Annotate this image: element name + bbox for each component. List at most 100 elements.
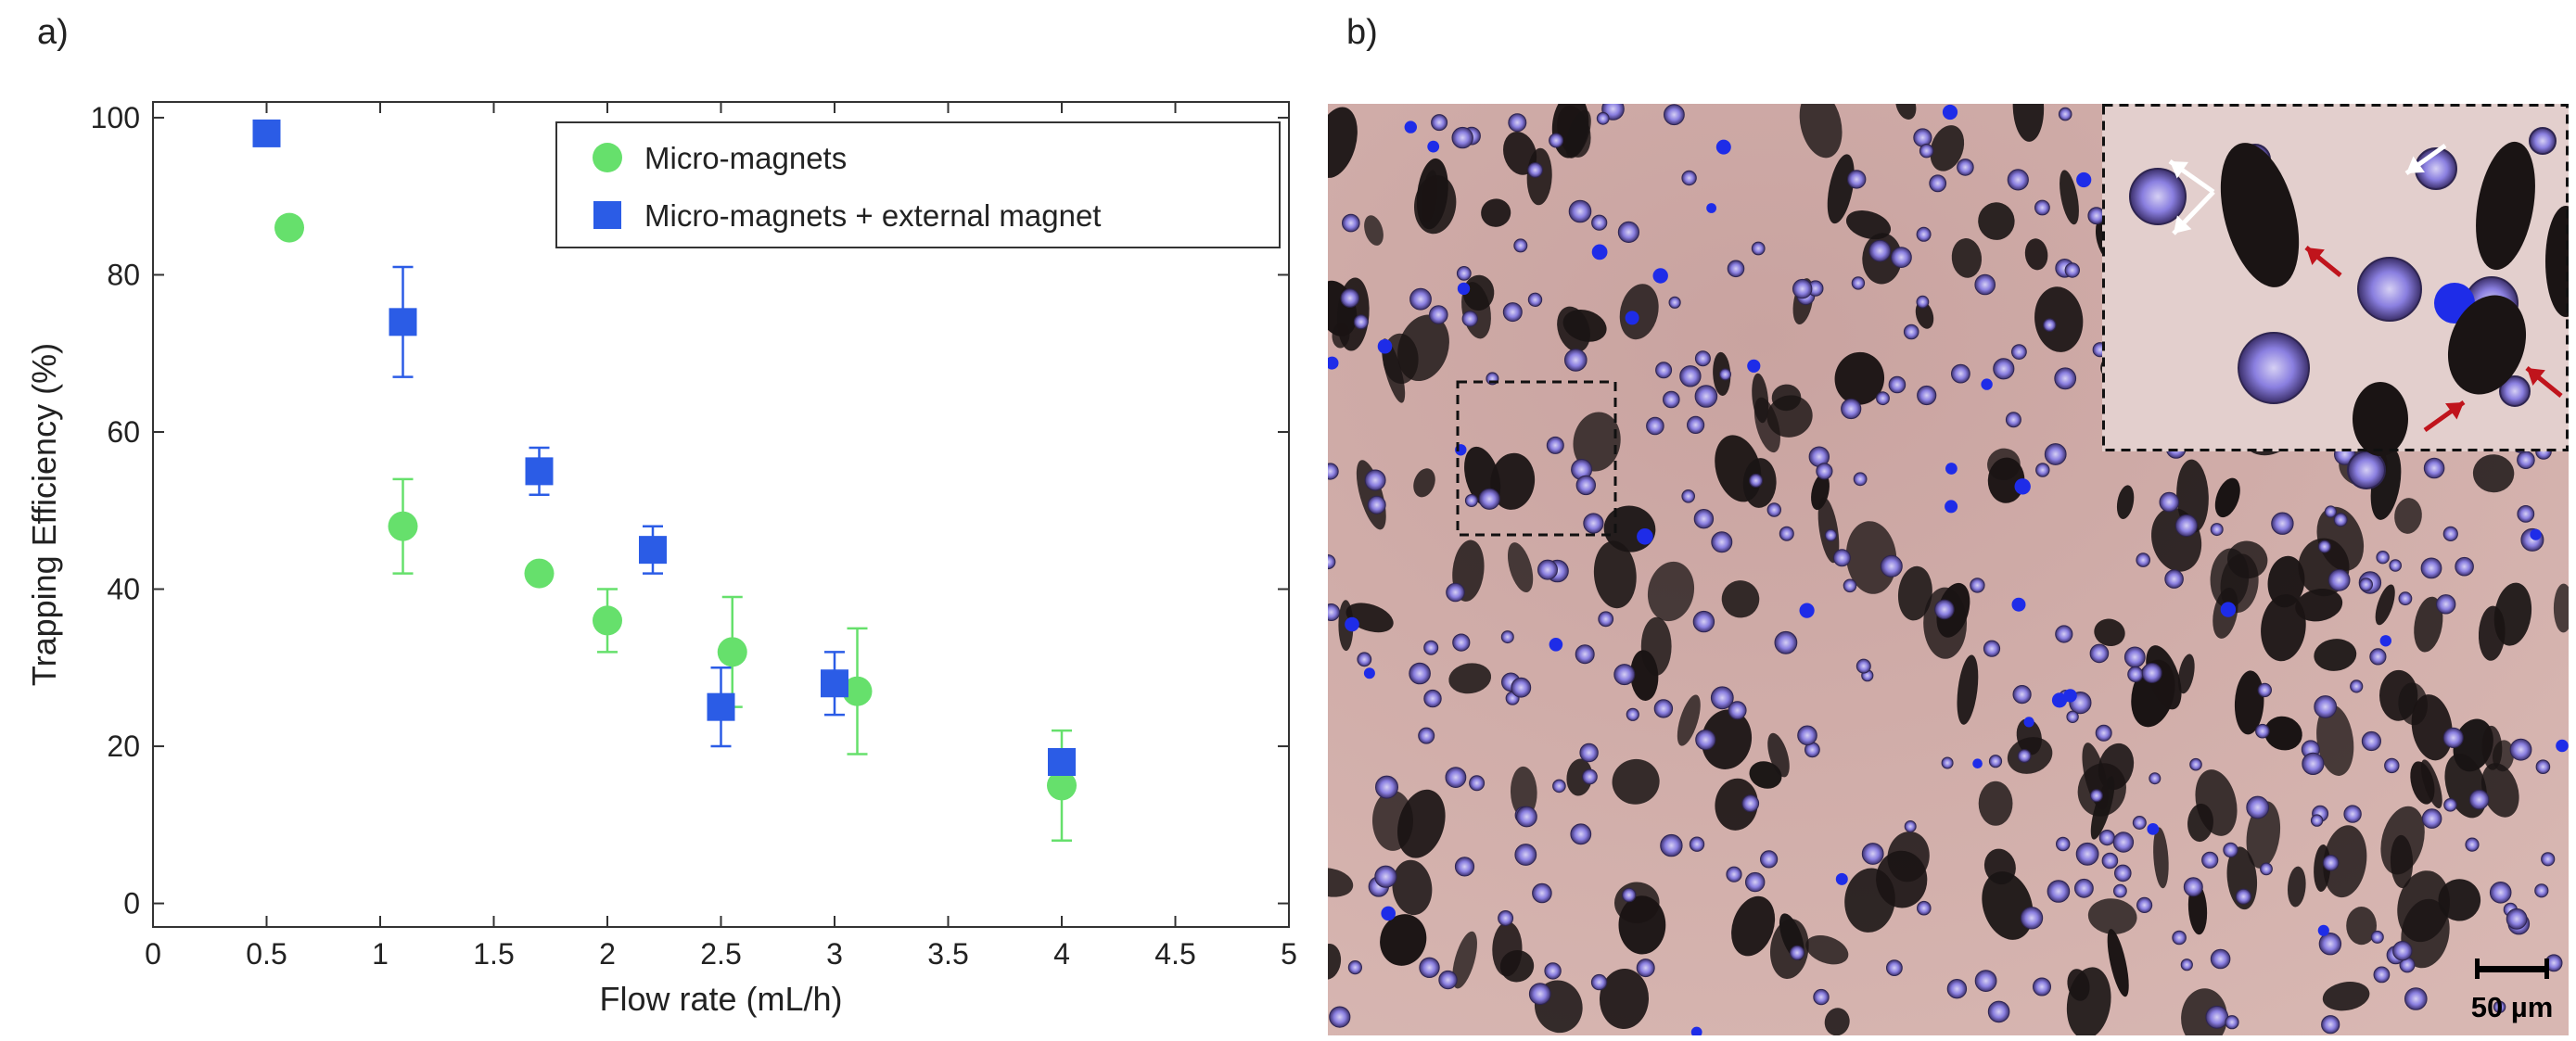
x-tick-label: 4	[1053, 937, 1070, 971]
cell	[2333, 513, 2348, 527]
magnetic-particle	[1619, 284, 1659, 340]
blue-stained-cell	[1706, 203, 1716, 213]
cell	[2047, 880, 2071, 903]
cell	[1983, 640, 2001, 657]
blue-stained-cell	[1377, 338, 1393, 354]
blue-stained-cell	[1747, 359, 1761, 373]
cell	[2423, 457, 2445, 479]
cell	[1431, 114, 1448, 132]
cell	[1855, 658, 1871, 674]
x-tick-label: 2.5	[700, 937, 741, 971]
cell	[2255, 723, 2270, 739]
magnetic-particle	[1392, 859, 1433, 916]
magnetic-particle	[2153, 827, 2169, 889]
cell	[1681, 489, 1696, 503]
cell	[1904, 820, 1917, 832]
cell	[2007, 169, 2029, 191]
cell	[1341, 213, 1360, 233]
magnetic-particle	[1834, 351, 1885, 405]
x-tick-label: 1.5	[473, 937, 514, 971]
data-point-square	[821, 669, 848, 698]
panel-a-label: a)	[37, 13, 69, 52]
magnetic-particle	[1492, 921, 1523, 977]
panel-b-label: b)	[1346, 13, 1378, 52]
cell	[2314, 695, 2338, 718]
blue-stained-cell	[1835, 872, 1848, 885]
cell	[2058, 107, 2072, 121]
cell	[2101, 852, 2119, 870]
cell	[1919, 144, 1934, 159]
magnetic-particle	[2314, 639, 2357, 671]
magnetic-particle	[2438, 879, 2481, 921]
cell	[1760, 850, 1779, 869]
red-arrow-head	[2306, 248, 2325, 265]
cell	[2343, 805, 2362, 823]
cell	[2455, 556, 2474, 577]
cell	[2468, 789, 2490, 810]
data-point-circle	[593, 605, 622, 636]
blue-stained-cell	[2051, 692, 2068, 708]
magnetic-particle	[2346, 907, 2377, 946]
cell	[2033, 977, 2051, 997]
cell	[1813, 988, 1830, 1006]
blue-stained-cell	[1345, 616, 1359, 632]
scale-bar-end	[2475, 958, 2480, 979]
cell	[1741, 794, 1760, 813]
magnetic-particle	[2414, 596, 2443, 653]
cell	[1613, 664, 1636, 686]
cell	[1508, 113, 1527, 133]
magnetic-particle	[1978, 781, 2013, 826]
cell	[2310, 814, 2324, 827]
magnetic-particle	[1599, 969, 1650, 1029]
cell	[1687, 415, 1705, 434]
magnetic-particle	[2116, 485, 2135, 519]
cell	[2534, 883, 2549, 898]
magnetic-particle	[1593, 540, 1637, 609]
cell	[2164, 569, 2184, 589]
cell	[2373, 966, 2391, 984]
magnetic-particle	[1328, 107, 1358, 178]
cell	[2493, 1000, 2506, 1013]
cell	[2210, 948, 2231, 970]
cell	[2350, 679, 2364, 693]
magnetic-particle	[1845, 521, 1897, 594]
magnetic-particle	[1978, 202, 2015, 240]
cell	[2174, 514, 2199, 538]
cell	[1451, 126, 1473, 149]
blue-stained-cell	[1715, 139, 1731, 155]
cell	[2127, 666, 2144, 683]
cell	[2141, 663, 2162, 683]
magnetic-particle	[2420, 759, 2442, 809]
cell	[2442, 526, 2458, 541]
cell	[2489, 882, 2512, 904]
white-arrow-head	[2174, 215, 2192, 234]
magnetic-particle	[1701, 709, 1753, 769]
cell	[2404, 987, 2428, 1010]
cell	[1544, 962, 1562, 980]
cell	[2389, 559, 2402, 572]
blue-stained-cell	[1549, 638, 1563, 652]
magnetic-particle	[2012, 104, 2045, 142]
cell	[2201, 851, 2219, 869]
cell	[2205, 1005, 2229, 1029]
cell	[1374, 865, 1397, 888]
blue-stained-cell	[1328, 356, 1339, 370]
magnetic-particle	[1752, 373, 1769, 424]
magnetic-particle	[1396, 789, 1446, 858]
cell	[2056, 836, 2071, 852]
cell	[1880, 554, 1903, 578]
cell	[2123, 646, 2146, 668]
data-point-square	[1048, 748, 1076, 776]
cell	[1694, 350, 1711, 367]
cell	[1357, 652, 1372, 667]
cell	[2318, 933, 2342, 956]
cell	[2043, 318, 2057, 332]
cell	[1710, 686, 1734, 710]
blue-stained-cell	[2063, 689, 2077, 703]
red-arrow-head	[2445, 402, 2464, 420]
cell	[1987, 1000, 2010, 1023]
cell	[1876, 391, 1890, 406]
cell	[1375, 775, 1398, 799]
cell	[2443, 798, 2457, 812]
magnetic-particle	[1987, 457, 2025, 503]
